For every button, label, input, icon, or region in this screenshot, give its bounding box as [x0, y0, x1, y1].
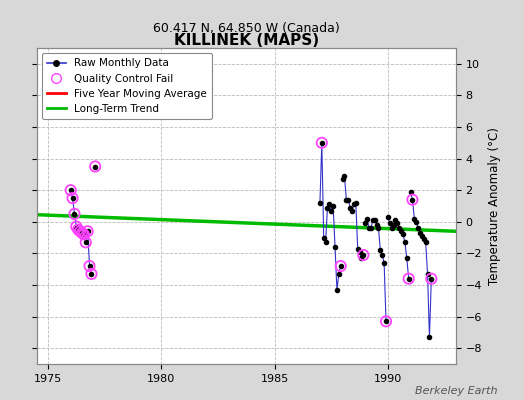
Title: KILLINEK (MAPS): KILLINEK (MAPS) [174, 33, 319, 48]
Point [405, 276, 413, 282]
Point [88, 271, 96, 277]
Point [427, 276, 435, 282]
Point [359, 252, 367, 258]
Legend: Raw Monthly Data, Quality Control Fail, Five Year Moving Average, Long-Term Tren: Raw Monthly Data, Quality Control Fail, … [42, 53, 212, 119]
Point [85, 263, 94, 269]
Point [408, 196, 417, 203]
Point [67, 187, 75, 194]
Point [336, 263, 345, 269]
Point [74, 226, 82, 233]
Point [70, 211, 79, 217]
Point [91, 163, 100, 170]
Point [72, 223, 81, 230]
Point [83, 228, 92, 234]
Point [78, 230, 86, 236]
Point [80, 231, 88, 238]
Point [76, 228, 84, 234]
Point [68, 195, 77, 201]
Y-axis label: Temperature Anomaly (°C): Temperature Anomaly (°C) [488, 127, 500, 285]
Text: Berkeley Earth: Berkeley Earth [416, 386, 498, 396]
Point [82, 239, 90, 246]
Point [318, 140, 326, 146]
Text: 60.417 N, 64.850 W (Canada): 60.417 N, 64.850 W (Canada) [153, 22, 340, 35]
Point [382, 318, 390, 324]
